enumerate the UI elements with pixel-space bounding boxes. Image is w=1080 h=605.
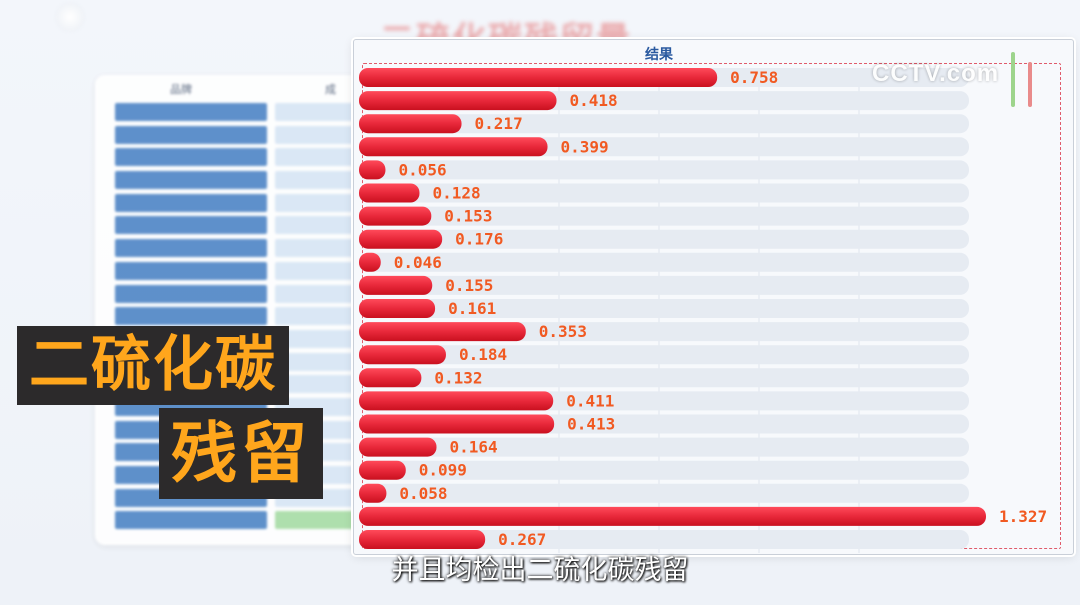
bar [359,275,433,295]
bar [359,322,526,342]
bar-track [359,460,969,480]
bar [359,91,557,111]
bar [359,299,436,318]
background-table-row [115,148,385,167]
caption-line-1: 二硫化碳 [17,326,289,405]
cctv-logo: CCTV.com [872,60,1000,87]
bar-value-label: 0.184 [459,345,507,364]
bar-value-label: 0.046 [394,253,442,272]
caption-line-2: 残留 [159,408,323,499]
bar-value-label: 0.132 [434,368,482,387]
bar-track [359,299,969,318]
bar [359,137,548,157]
chart-title: 结果 [645,47,673,63]
bar-track [359,183,969,203]
bar [359,460,406,480]
bar-value-label: 0.099 [419,461,467,480]
bar [359,206,432,226]
bar-track [359,252,969,272]
background-table-row [115,216,385,235]
bar [359,345,446,365]
bar [359,183,420,203]
bar-value-label: 0.161 [448,299,496,318]
bar-track [359,345,969,365]
subtitle: 并且均检出二硫化碳残留 [391,555,689,586]
bar-value-label: 0.418 [570,91,618,110]
background-cell [115,148,267,167]
background-table-row [115,193,385,212]
bar-value-label: 0.413 [567,415,615,434]
bar-track [359,206,969,226]
bar-value-label: 0.353 [539,322,587,341]
background-cell [115,239,267,258]
bar-track [359,114,969,134]
bar [359,530,486,549]
bar-value-label: 1.327 [999,507,1047,526]
bar-track [359,530,969,549]
background-decoration [55,2,85,32]
bar-value-label: 0.164 [449,438,497,457]
bar-value-label: 0.058 [399,484,447,503]
background-header-brand: 品牌 [170,83,192,96]
background-table-header: 品牌 成 [95,81,395,99]
background-table-row [115,511,385,530]
bar-track [359,368,969,388]
background-cell [115,216,267,235]
bar-value-label: 0.153 [444,207,492,226]
red-decoration [1028,62,1032,107]
bar-track [359,229,969,249]
bar [359,506,986,526]
background-table-row [115,307,385,326]
background-cell [115,193,267,212]
background-table-row [115,261,385,280]
bar-value-label: 0.411 [566,391,614,410]
bar-value-label: 0.758 [730,68,778,87]
bar [359,414,555,434]
bar-value-label: 0.217 [475,114,523,133]
background-cell [115,511,267,530]
bar-value-label: 0.267 [498,530,546,549]
background-cell [115,284,267,303]
background-table-row [115,239,385,258]
green-decoration [1011,52,1015,107]
bar-value-label: 0.399 [561,137,609,156]
background-table-row [115,125,385,144]
bar [359,483,387,503]
bar [359,437,437,457]
background-header-result: 成 [325,83,336,96]
bar [359,368,422,388]
bar [359,160,386,180]
bar-track [359,483,969,503]
background-cell [115,307,267,326]
bar-track [359,437,969,457]
background-cell [115,261,267,280]
bar [359,114,462,134]
chart-bars: 0.758 0.418 0.217 0.399 0.056 0.128 0.153 0.176… [359,68,1047,549]
bar-chart: 0.758 0.418 0.217 0.399 0.056 0.128 0.153 0.176… [359,68,1047,553]
background-table-row [115,171,385,190]
background-cell [115,103,267,121]
bar [359,391,554,411]
bar [359,68,718,87]
bar-value-label: 0.056 [398,160,446,179]
bar-value-label: 0.176 [455,230,503,249]
background-table-row [115,103,385,121]
background-cell [115,125,267,144]
bar-track [359,275,969,295]
bar-value-label: 0.155 [445,276,493,295]
bar-value-label: 0.128 [432,184,480,203]
background-table-row [115,284,385,303]
background-cell [115,171,267,190]
bar [359,229,443,249]
bar [359,252,381,272]
bar-track [359,160,969,180]
